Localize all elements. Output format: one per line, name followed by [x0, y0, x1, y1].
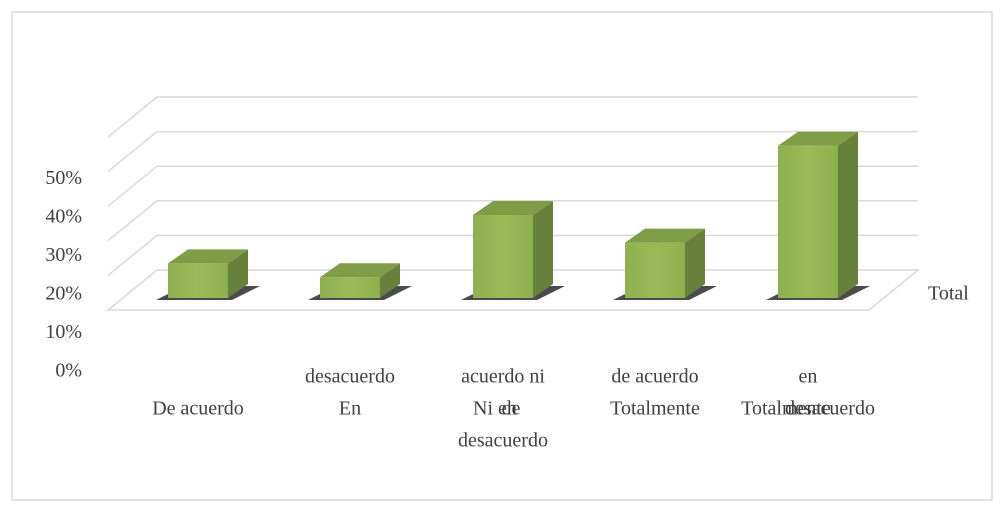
- x-tick-label: acuerdo ni: [461, 366, 545, 388]
- x-tick-label: desacuerdo: [458, 430, 548, 452]
- bar: [168, 249, 248, 298]
- grid-line: [107, 165, 918, 207]
- bar-top: [168, 249, 248, 264]
- bar-front: [625, 242, 685, 298]
- bar-front: [320, 277, 380, 298]
- x-tick-label: en: [799, 366, 818, 388]
- y-tick-label: 30%: [45, 244, 82, 266]
- bar-side: [228, 249, 248, 298]
- bar-top: [625, 228, 705, 243]
- bar-side: [685, 228, 705, 298]
- x-tick-label: Totalmente: [610, 398, 700, 420]
- x-tick-label: desacuerdo: [305, 366, 395, 388]
- y-tick-label: 20%: [45, 283, 82, 305]
- bar-side: [838, 131, 858, 298]
- y-tick-label: 50%: [45, 167, 82, 189]
- bar-side: [533, 200, 553, 298]
- x-tick-label: de: [502, 398, 521, 420]
- x-tick-label: Ni en: [473, 398, 517, 420]
- legend-label: Total: [928, 283, 969, 305]
- bar-side: [380, 263, 400, 298]
- y-tick-label: 10%: [45, 321, 82, 343]
- bar: [473, 200, 553, 298]
- x-tick-label: En: [339, 398, 361, 420]
- y-tick-label: 0%: [55, 360, 82, 382]
- grid-line: [105, 269, 921, 311]
- x-tick-label: De acuerdo: [152, 398, 244, 420]
- bar-front: [168, 263, 228, 298]
- bar-top: [778, 131, 858, 146]
- x-tick-label: Totalmente: [741, 398, 831, 420]
- bar-top: [473, 200, 553, 215]
- bar: [625, 228, 705, 298]
- x-tick-label: de acuerdo: [611, 366, 698, 388]
- grid-line: [107, 96, 918, 138]
- grid-line: [107, 200, 918, 242]
- bar-front: [778, 145, 838, 298]
- bar: [778, 131, 858, 298]
- y-tick-label: 40%: [45, 206, 82, 228]
- bar-front: [473, 214, 533, 298]
- grid-line: [107, 130, 918, 173]
- bar-top: [320, 263, 400, 278]
- bar: [320, 263, 400, 298]
- x-tick-label: desacuerdo: [785, 398, 875, 420]
